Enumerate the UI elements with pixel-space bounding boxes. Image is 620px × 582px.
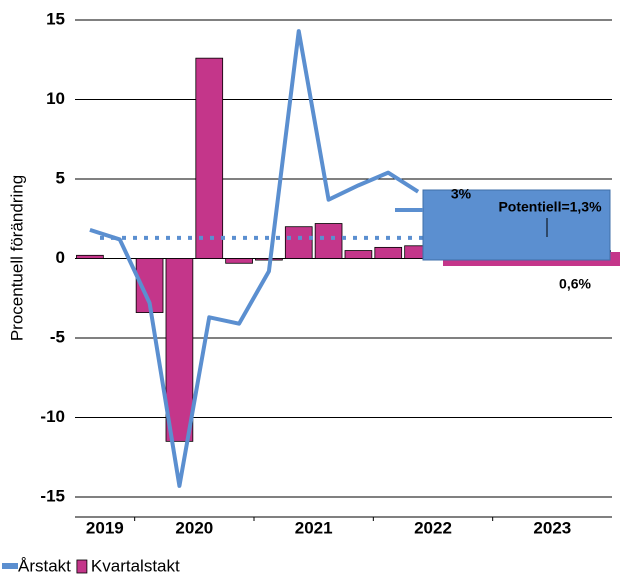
legend-swatch xyxy=(2,563,18,569)
y-tick-label: 0 xyxy=(56,248,65,267)
y-tick-label: 10 xyxy=(46,89,65,108)
bar xyxy=(195,57,224,259)
x-tick-label: 2022 xyxy=(414,518,452,537)
bar xyxy=(284,226,313,259)
line xyxy=(89,29,420,488)
annotation: 0,6% xyxy=(559,276,591,292)
legend-swatch xyxy=(76,559,88,574)
x-tick-label: 2019 xyxy=(86,518,124,537)
bar xyxy=(165,258,194,442)
bar xyxy=(314,223,343,259)
x-tick-label: 2023 xyxy=(533,518,571,537)
x-tick-label: 2020 xyxy=(175,518,213,537)
bar xyxy=(76,254,104,259)
y-tick-label: 15 xyxy=(46,9,65,28)
legend-label: Kvartalstakt xyxy=(91,556,180,575)
annotation: Potentiell=1,3% xyxy=(498,199,602,215)
bar xyxy=(344,250,373,259)
bar xyxy=(374,246,403,259)
legend-label: Årstakt xyxy=(18,556,71,575)
x-tick-label: 2021 xyxy=(295,518,333,537)
y-tick-label: -5 xyxy=(50,327,65,346)
y-tick-label: -15 xyxy=(40,486,65,505)
y-tick-label: -10 xyxy=(40,407,65,426)
overlay-box xyxy=(422,189,611,261)
y-tick-label: 5 xyxy=(56,168,65,187)
annotation: 3% xyxy=(451,186,472,202)
bar xyxy=(225,258,253,264)
y-axis-label: Procentuell förändring xyxy=(7,175,26,341)
